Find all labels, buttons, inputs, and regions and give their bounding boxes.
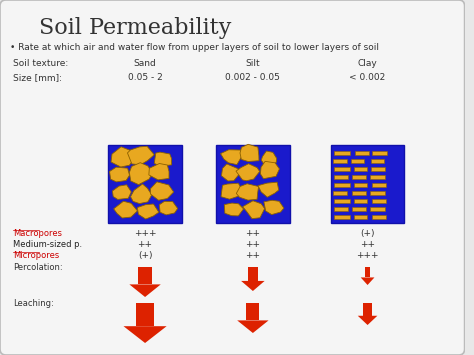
Bar: [246, 303, 259, 321]
Bar: [352, 175, 365, 179]
Bar: [136, 303, 154, 326]
Polygon shape: [114, 201, 137, 218]
Bar: [372, 167, 385, 171]
Text: Soil texture:: Soil texture:: [13, 59, 68, 68]
Polygon shape: [221, 164, 239, 181]
Polygon shape: [124, 326, 167, 343]
Polygon shape: [130, 184, 152, 203]
Bar: [364, 303, 372, 316]
Bar: [373, 183, 386, 187]
Text: Size [mm]:: Size [mm]:: [13, 73, 62, 82]
Polygon shape: [260, 161, 279, 179]
Polygon shape: [129, 284, 161, 297]
Text: Soil Permeability: Soil Permeability: [39, 17, 232, 39]
Polygon shape: [237, 321, 269, 333]
Polygon shape: [361, 278, 374, 285]
Polygon shape: [149, 164, 169, 180]
Bar: [334, 167, 350, 171]
Text: Silt: Silt: [246, 59, 260, 68]
Bar: [334, 207, 348, 211]
Bar: [371, 159, 384, 163]
Text: Micropores: Micropores: [13, 251, 59, 260]
Bar: [334, 199, 350, 203]
Bar: [138, 267, 152, 284]
Bar: [248, 267, 258, 281]
Polygon shape: [150, 182, 173, 200]
Bar: [216, 145, 290, 223]
Text: ++: ++: [360, 240, 375, 249]
Text: Leaching:: Leaching:: [13, 299, 54, 308]
Text: Sand: Sand: [134, 59, 156, 68]
Text: (+): (+): [138, 251, 152, 260]
Text: (+): (+): [360, 229, 375, 238]
Polygon shape: [220, 150, 241, 165]
Bar: [365, 267, 371, 278]
Polygon shape: [128, 146, 154, 165]
Polygon shape: [261, 151, 277, 167]
Polygon shape: [159, 201, 178, 215]
Bar: [355, 199, 367, 203]
Text: ++: ++: [137, 240, 153, 249]
Text: +++: +++: [134, 229, 156, 238]
Polygon shape: [358, 316, 377, 325]
Bar: [333, 159, 347, 163]
Text: < 0.002: < 0.002: [349, 73, 386, 82]
Bar: [372, 151, 387, 155]
Bar: [334, 183, 350, 187]
Polygon shape: [137, 204, 159, 219]
Bar: [370, 207, 385, 211]
Bar: [370, 175, 385, 179]
Bar: [352, 207, 365, 211]
Bar: [355, 167, 367, 171]
Polygon shape: [109, 167, 129, 182]
Text: • Rate at which air and water flow from upper layers of soil to lower layers of : • Rate at which air and water flow from …: [10, 43, 379, 52]
Text: Clay: Clay: [358, 59, 377, 68]
Polygon shape: [236, 164, 260, 181]
Text: Percolation:: Percolation:: [13, 263, 63, 272]
Bar: [334, 151, 350, 155]
Bar: [108, 145, 182, 223]
Bar: [334, 175, 348, 179]
Polygon shape: [112, 185, 131, 200]
Bar: [351, 159, 364, 163]
Text: ++: ++: [246, 251, 260, 260]
Bar: [331, 145, 404, 223]
Bar: [355, 183, 367, 187]
Bar: [355, 151, 369, 155]
Bar: [370, 191, 385, 195]
Polygon shape: [237, 184, 259, 200]
Bar: [373, 199, 386, 203]
Text: +++: +++: [356, 251, 379, 260]
Polygon shape: [258, 182, 279, 197]
Bar: [355, 215, 367, 219]
Polygon shape: [243, 201, 264, 219]
Polygon shape: [111, 147, 136, 167]
Text: Macropores: Macropores: [13, 229, 62, 238]
Text: Medium-sized p.: Medium-sized p.: [13, 240, 82, 249]
Text: ++: ++: [246, 240, 260, 249]
Polygon shape: [240, 144, 259, 162]
Bar: [333, 191, 347, 195]
Text: ++: ++: [246, 229, 260, 238]
Polygon shape: [129, 163, 153, 185]
Polygon shape: [264, 200, 284, 215]
Polygon shape: [154, 152, 172, 166]
Bar: [373, 215, 386, 219]
Polygon shape: [241, 281, 264, 291]
Text: 0.05 - 2: 0.05 - 2: [128, 73, 163, 82]
Bar: [352, 191, 365, 195]
Bar: [334, 215, 350, 219]
Text: 0.002 - 0.05: 0.002 - 0.05: [226, 73, 280, 82]
Polygon shape: [224, 203, 244, 216]
Polygon shape: [221, 183, 243, 199]
